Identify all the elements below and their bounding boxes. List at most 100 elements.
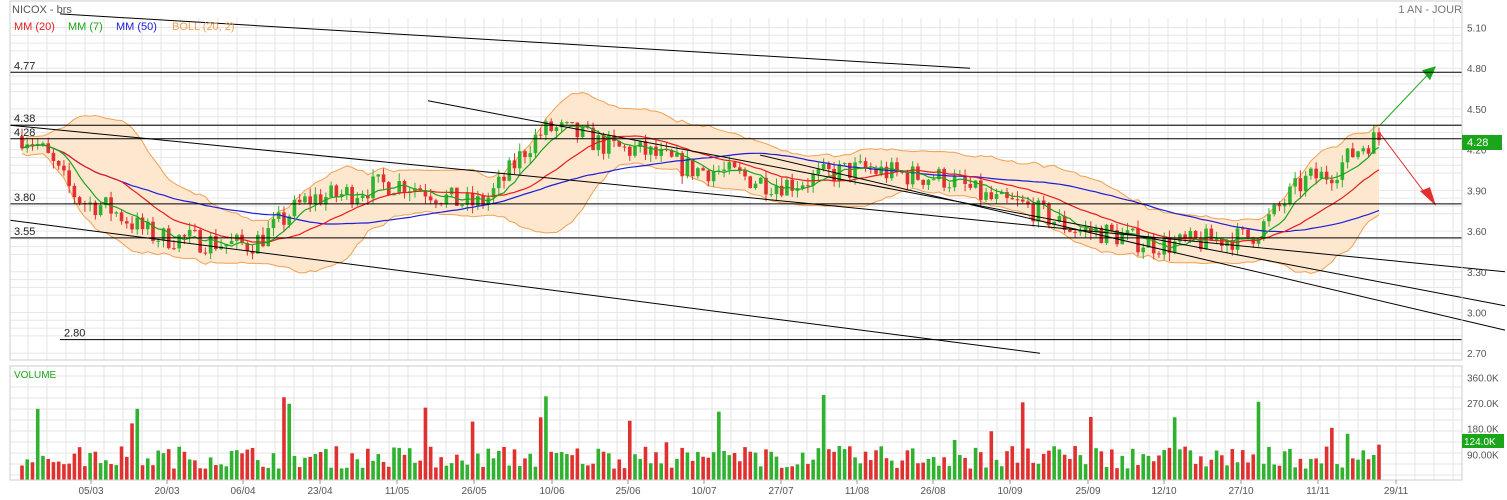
volume-bar [177,446,181,480]
candle-body [994,194,999,200]
candle-body [345,187,349,195]
volume-bar [124,456,129,480]
candle-body [690,158,695,177]
candle-body [119,212,124,222]
candle-body [1351,148,1355,158]
candle-body [570,122,574,124]
candle-body [544,121,548,135]
volume-title: VOLUME [14,370,57,381]
trend-line [759,154,1506,331]
level-label: 3.55 [14,226,35,238]
volume-bar [800,452,805,480]
candle-body [586,126,590,128]
volume-bar [392,447,396,480]
volume-bar [486,448,491,480]
candle-body [460,204,464,206]
volume-bar [937,465,941,480]
volume-bar [376,454,381,480]
candle-body [1335,179,1339,184]
volume-bar [72,453,77,480]
volume-bar [570,455,574,480]
volume-bar [151,465,155,480]
candle-body [397,181,402,194]
volume-bar [1199,456,1203,480]
candle-body [764,177,768,195]
trend-line [9,124,1506,273]
candle-body [271,218,276,229]
candle-body [434,200,438,204]
volume-bar [1351,458,1355,480]
volume-bar [1047,450,1051,480]
volume-bar [1062,454,1067,480]
volume-bar [1073,446,1077,480]
volume-bar [397,447,402,480]
candle-body [77,197,82,204]
candle-body [476,196,480,206]
volume-bar [1193,463,1198,480]
candle-body [790,179,794,191]
volume-bar [208,457,213,480]
projection-down-arrow [1379,133,1429,198]
bollinger-lower [21,153,1380,275]
volume-bar [140,465,145,480]
candle-body [1340,162,1345,180]
candle-body [565,122,569,124]
volume-bar [1319,463,1324,480]
volume-bar [245,449,250,480]
candle-body [1366,148,1371,154]
volume-bar [1240,450,1245,480]
candle-body [811,173,815,186]
volume-bar [345,467,349,480]
volume-bar [832,451,836,480]
candle-body [1214,238,1219,241]
candle-body [1089,227,1093,233]
candle-body [533,134,538,154]
candle-body [1052,221,1056,225]
volume-bar [889,460,894,480]
candle-body [1167,238,1172,253]
volume-bar [203,468,208,480]
bollinger-upper [21,91,1380,222]
moving-averages [21,125,1380,249]
candle-body [292,199,297,217]
candle-body [365,195,370,199]
volume-bar [98,463,103,480]
level-label: 4.38 [14,113,35,125]
candle-body [769,194,774,196]
volume-bar [1089,417,1093,480]
candle-body [711,171,716,182]
candle-body [1345,148,1350,163]
volume-bar [255,460,260,480]
candle-body [1246,229,1250,238]
volume-bar [963,458,967,480]
volume-bar [696,451,700,480]
volume-bar [455,454,459,480]
volume-bar [51,462,56,480]
volume-bar [1146,455,1151,480]
volume-bar [1109,449,1114,480]
candle-body [675,153,679,157]
volume-bar [1167,447,1172,480]
candle-body [303,196,307,203]
candle-body [952,175,957,188]
candle-body [926,179,931,185]
candle-body [654,146,658,156]
volume-bar [187,459,192,480]
volume-bar [476,453,480,480]
last-volume-badge [1462,434,1504,448]
volume-bar [732,452,737,480]
volume-bar [989,431,994,480]
volume-bar [25,459,30,480]
volume-bar [853,457,857,480]
candle-body [1288,186,1292,204]
candle-body [455,187,459,206]
candle-body [1057,215,1062,222]
volume-bar [449,463,454,480]
candle-body [701,168,705,171]
volume-bar [339,468,344,480]
volume-bar [1041,453,1046,480]
volume-bar [921,462,925,480]
volume-bar [1104,467,1109,480]
candle-body [538,134,543,136]
volume-bar [282,397,286,480]
